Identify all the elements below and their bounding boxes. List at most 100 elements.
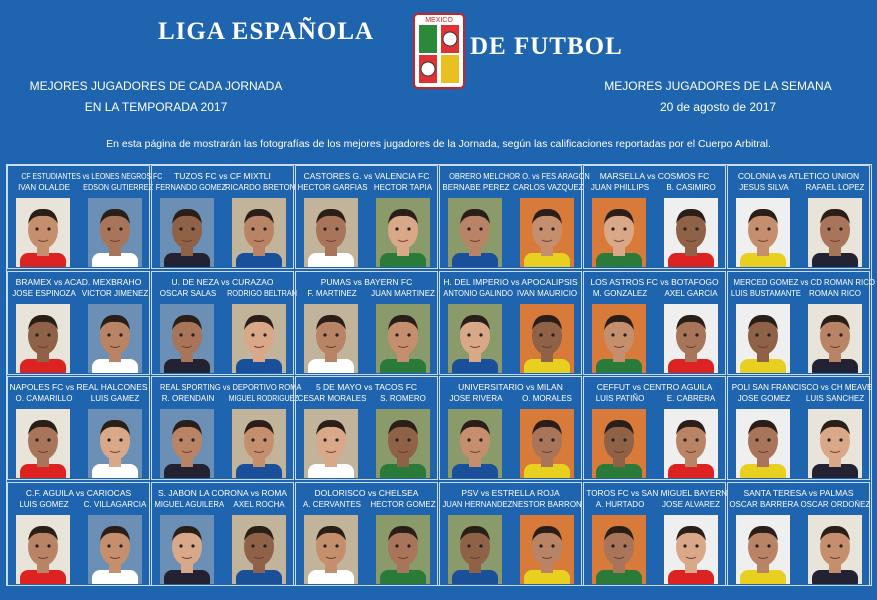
left-line: EN LA TEMPORADA 2017 (84, 100, 228, 114)
match-cell: DOLORISCO vs CHELSEA A. CERVANTES HECTOR G… (295, 481, 438, 586)
face (380, 419, 426, 478)
player-photo (808, 409, 862, 478)
face (236, 314, 282, 373)
face (740, 314, 786, 373)
face (308, 208, 354, 267)
face (596, 208, 642, 267)
match-title: CF ESTUDIANTES vs LEONES NEGROS FC (21, 171, 163, 181)
face (812, 208, 858, 267)
player-photo (664, 514, 718, 584)
face (812, 314, 858, 373)
player-name: LUIS PATIÑO (595, 394, 645, 403)
player-name: VICTOR JIMENEZ (81, 288, 149, 298)
player-photo (376, 303, 430, 373)
match-title: REAL SPORTING vs DEPORTIVO ROMA (159, 382, 302, 392)
player-name: B. CASIMIRO (666, 183, 716, 192)
face (20, 208, 66, 267)
face (596, 314, 642, 373)
match-title: COLONIA vs ATLETICO UNION (737, 171, 860, 181)
face (164, 208, 210, 267)
player-photo (520, 303, 574, 373)
match-title: LOS ASTROS FC vs BOTAFOGO (590, 276, 719, 287)
face (740, 419, 786, 478)
face (452, 525, 498, 584)
player-photo (520, 198, 574, 267)
right-line: 20 de agosto de 2017 (659, 100, 777, 114)
player-photo (232, 198, 286, 267)
face (164, 314, 210, 373)
face (668, 314, 714, 373)
logo-text: MEXICO (425, 17, 453, 24)
face (164, 525, 210, 584)
match-cell: CF ESTUDIANTES vs LEONES NEGROS FC IVAN O… (7, 165, 163, 269)
face (92, 208, 138, 267)
player-name: ANTONIO GALINDO (443, 288, 513, 298)
player-name: E. CABRERA (666, 394, 716, 403)
player-photo (664, 198, 718, 267)
face (164, 419, 210, 478)
face (524, 208, 570, 267)
face (668, 208, 714, 267)
match-title: NAPOLES FC vs REAL HALCONES (9, 382, 148, 392)
match-title: PUMAS vs BAYERN FC (320, 276, 413, 287)
player-name: A. CERVANTES (303, 499, 361, 509)
player-name: OSCAR SALAS (159, 288, 217, 298)
face (740, 208, 786, 267)
player-name: C. VILLAGARCIA (83, 499, 147, 509)
face (452, 208, 498, 267)
grid: CF ESTUDIANTES vs LEONES NEGROS FC IVAN O… (6, 164, 875, 586)
face (740, 525, 786, 584)
player-photo (16, 198, 70, 267)
player-photo (736, 409, 790, 478)
match-cell: TUZOS FC vs CF MIXTLI FERNANDO GOMEZ RICAR… (151, 165, 296, 269)
face (668, 525, 714, 584)
match-title: H. DEL IMPERIO vs APOCALIPSIS (443, 276, 578, 287)
match-cell: MERCED GOMEZ vs CD ROMAN RICO LUIS BUSTAM… (727, 270, 875, 375)
match-title: POLI SAN FRANCISCO vs CH MEAVE (731, 382, 873, 392)
match-title: SANTA TERESA vs PALMAS (743, 487, 854, 498)
match-cell: C.F. AGUILA vs CARIOCAS LUIS GOMEZ C. VILL… (7, 481, 150, 586)
face (92, 314, 138, 373)
player-name: O. CAMARILLO (15, 394, 73, 403)
player-name: F. MARTINEZ (307, 288, 357, 298)
face (308, 419, 354, 478)
player-name: MIGUEL RODRIGUEZ (228, 394, 299, 403)
player-photo (88, 198, 142, 267)
player-name: HECTOR TAPIA (373, 183, 433, 192)
match-cell: CASTORES G. vs VALENCIA FC HECTOR GARFIAS… (295, 165, 438, 269)
player-photo (304, 409, 358, 478)
player-photo (592, 409, 646, 478)
match-cell: MARSELLA vs COSMOS FC JUAN PHILLIPS B. CAS… (583, 165, 726, 269)
face (596, 419, 642, 478)
player-name: JOSE GOMEZ (737, 394, 791, 403)
face (380, 208, 426, 267)
player-name: JUAN HERNANDEZ (442, 499, 513, 509)
player-name: LUIS BUSTAMANTE (730, 288, 801, 298)
player-name: OSCAR BARRERA (729, 499, 799, 509)
player-name: IVAN MAURICIO (516, 288, 578, 298)
player-photo (448, 514, 502, 584)
title-right: DE FUTBOL (470, 33, 623, 60)
face (812, 525, 858, 584)
face (380, 314, 426, 373)
player-photo (448, 409, 502, 478)
player-photo (304, 514, 358, 584)
match-title: DOLORISCO vs CHELSEA (314, 487, 419, 498)
face (452, 419, 498, 478)
match-title: MARSELLA vs COSMOS FC (599, 171, 710, 181)
player-photo (592, 303, 646, 373)
match-title: TOROS FC vs SAN MIGUEL BAYERN (586, 487, 728, 498)
player-photo (520, 409, 574, 478)
match-title: PSV vs ESTRELLA ROJA (461, 487, 560, 498)
match-cell: LOS ASTROS FC vs BOTAFOGO M. GONZALEZ AXEL… (583, 270, 726, 375)
face (236, 419, 282, 478)
match-cell: SANTA TERESA vs PALMAS OSCAR BARRERA OSCAR… (727, 481, 870, 586)
match-cell: COLONIA vs ATLETICO UNION JESUS SILVA RAFA… (727, 165, 870, 269)
face (20, 419, 66, 478)
player-photo (88, 514, 142, 584)
player-name: RICARDO BRETON (224, 183, 296, 192)
match-cell: U. DE NEZA vs CURAZAO OSCAR SALAS RODRIGO … (151, 270, 297, 375)
player-name: ROMAN RICO (809, 288, 861, 298)
player-photo (232, 409, 286, 478)
player-name: MIGUEL AGUILERA (154, 499, 225, 509)
